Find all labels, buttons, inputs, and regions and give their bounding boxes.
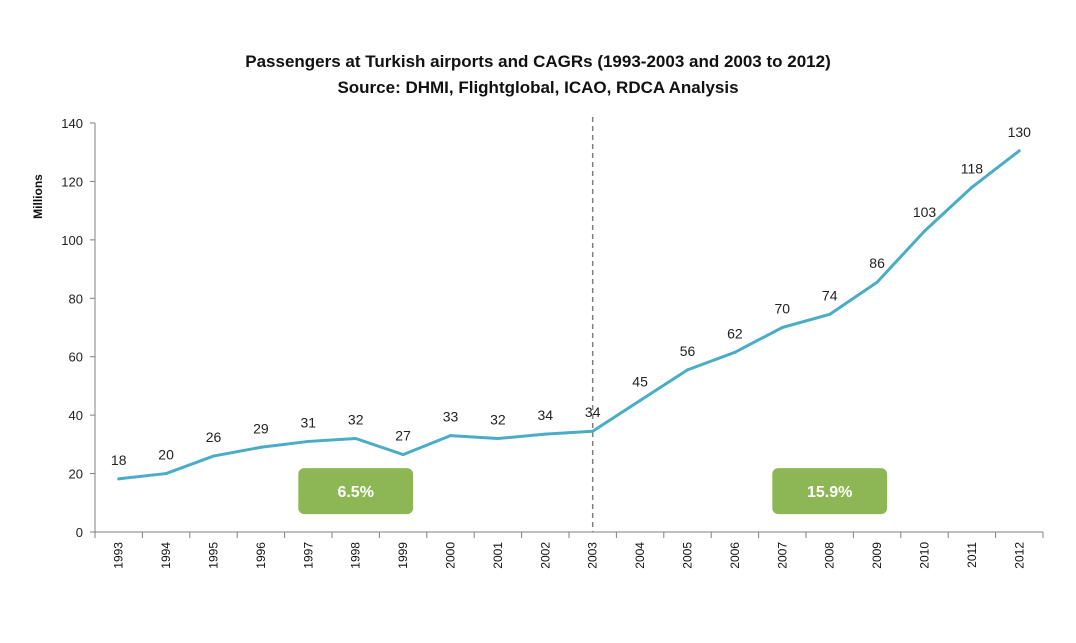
- data-point: [117, 477, 121, 481]
- data-point: [686, 368, 689, 372]
- data-label: 34: [538, 407, 554, 423]
- x-tick-label: 2011: [965, 542, 979, 568]
- x-tick-label: 1998: [349, 542, 363, 569]
- data-point: [449, 434, 452, 438]
- x-tick-label: 2012: [1012, 542, 1026, 569]
- x-tick-label: 2005: [681, 542, 695, 569]
- x-tick-label: 2003: [586, 542, 600, 569]
- data-label: 34: [585, 404, 601, 420]
- data-point: [212, 454, 215, 458]
- x-tick-label: 1994: [159, 542, 173, 569]
- y-tick-label: 20: [69, 467, 83, 482]
- cagr-badge: [298, 468, 414, 515]
- data-point: [970, 185, 974, 189]
- data-point: [496, 437, 500, 441]
- cagr-badge: [772, 468, 888, 515]
- x-tick-label: 1997: [301, 542, 315, 569]
- x-tick-label: 2006: [728, 542, 742, 569]
- x-tick-label: 2000: [444, 542, 458, 569]
- x-tick-label: 2002: [538, 542, 552, 569]
- y-tick-label: 100: [61, 233, 83, 248]
- data-point: [1017, 149, 1021, 153]
- x-tick-label: 2008: [823, 542, 837, 569]
- y-tick-label: 120: [61, 174, 83, 189]
- y-tick-label: 140: [61, 116, 83, 131]
- data-point: [638, 399, 642, 403]
- x-tick-label: 2001: [491, 542, 505, 569]
- x-tick-label: 2007: [775, 542, 789, 569]
- data-label: 27: [395, 428, 411, 444]
- data-point: [875, 280, 879, 284]
- data-point: [591, 429, 595, 433]
- data-point: [306, 439, 310, 443]
- y-axis-label: Millions: [31, 174, 45, 219]
- data-label: 20: [158, 447, 174, 463]
- x-tick-label: 2009: [870, 542, 884, 569]
- data-point: [780, 326, 784, 329]
- chart-title: Passengers at Turkish airports and CAGRs…: [245, 52, 831, 71]
- data-label: 31: [301, 414, 317, 430]
- data-label: 45: [632, 374, 648, 390]
- cagr-badge-label: 15.9%: [807, 484, 852, 501]
- data-label: 130: [1008, 124, 1032, 140]
- data-point: [923, 229, 926, 233]
- y-tick-label: 40: [69, 408, 83, 423]
- data-point: [259, 445, 263, 449]
- data-label: 62: [727, 325, 743, 341]
- series-line: [118, 149, 1021, 481]
- x-tick-label: 1993: [112, 542, 126, 569]
- y-tick-label: 0: [76, 525, 83, 540]
- data-point: [828, 312, 832, 316]
- data-point: [401, 453, 405, 457]
- x-tick-label: 2010: [918, 542, 932, 569]
- data-point: [543, 432, 547, 436]
- data-label: 70: [775, 301, 791, 317]
- data-label: 32: [490, 412, 506, 428]
- data-label: 33: [443, 409, 459, 425]
- data-point: [354, 437, 358, 441]
- data-label: 56: [680, 343, 696, 359]
- cagr-badge-label: 6.5%: [337, 484, 373, 501]
- data-label: 86: [869, 255, 885, 271]
- chart-subtitle: Source: DHMI, Flightglobal, ICAO, RDCA A…: [337, 78, 739, 97]
- x-tick-label: 1996: [254, 542, 268, 569]
- x-tick-label: 2004: [633, 542, 647, 569]
- data-label: 32: [348, 412, 364, 428]
- data-label: 29: [253, 420, 269, 436]
- y-tick-label: 60: [69, 350, 83, 365]
- data-label: 118: [961, 160, 984, 176]
- data-label: 18: [111, 452, 127, 468]
- data-label: 103: [913, 204, 937, 220]
- y-tick-label: 80: [69, 291, 83, 306]
- data-point: [733, 350, 737, 354]
- x-tick-label: 1995: [207, 542, 221, 569]
- data-point: [164, 472, 168, 476]
- x-tick-label: 1999: [396, 542, 410, 569]
- data-label: 26: [206, 429, 222, 445]
- data-label: 74: [822, 287, 838, 303]
